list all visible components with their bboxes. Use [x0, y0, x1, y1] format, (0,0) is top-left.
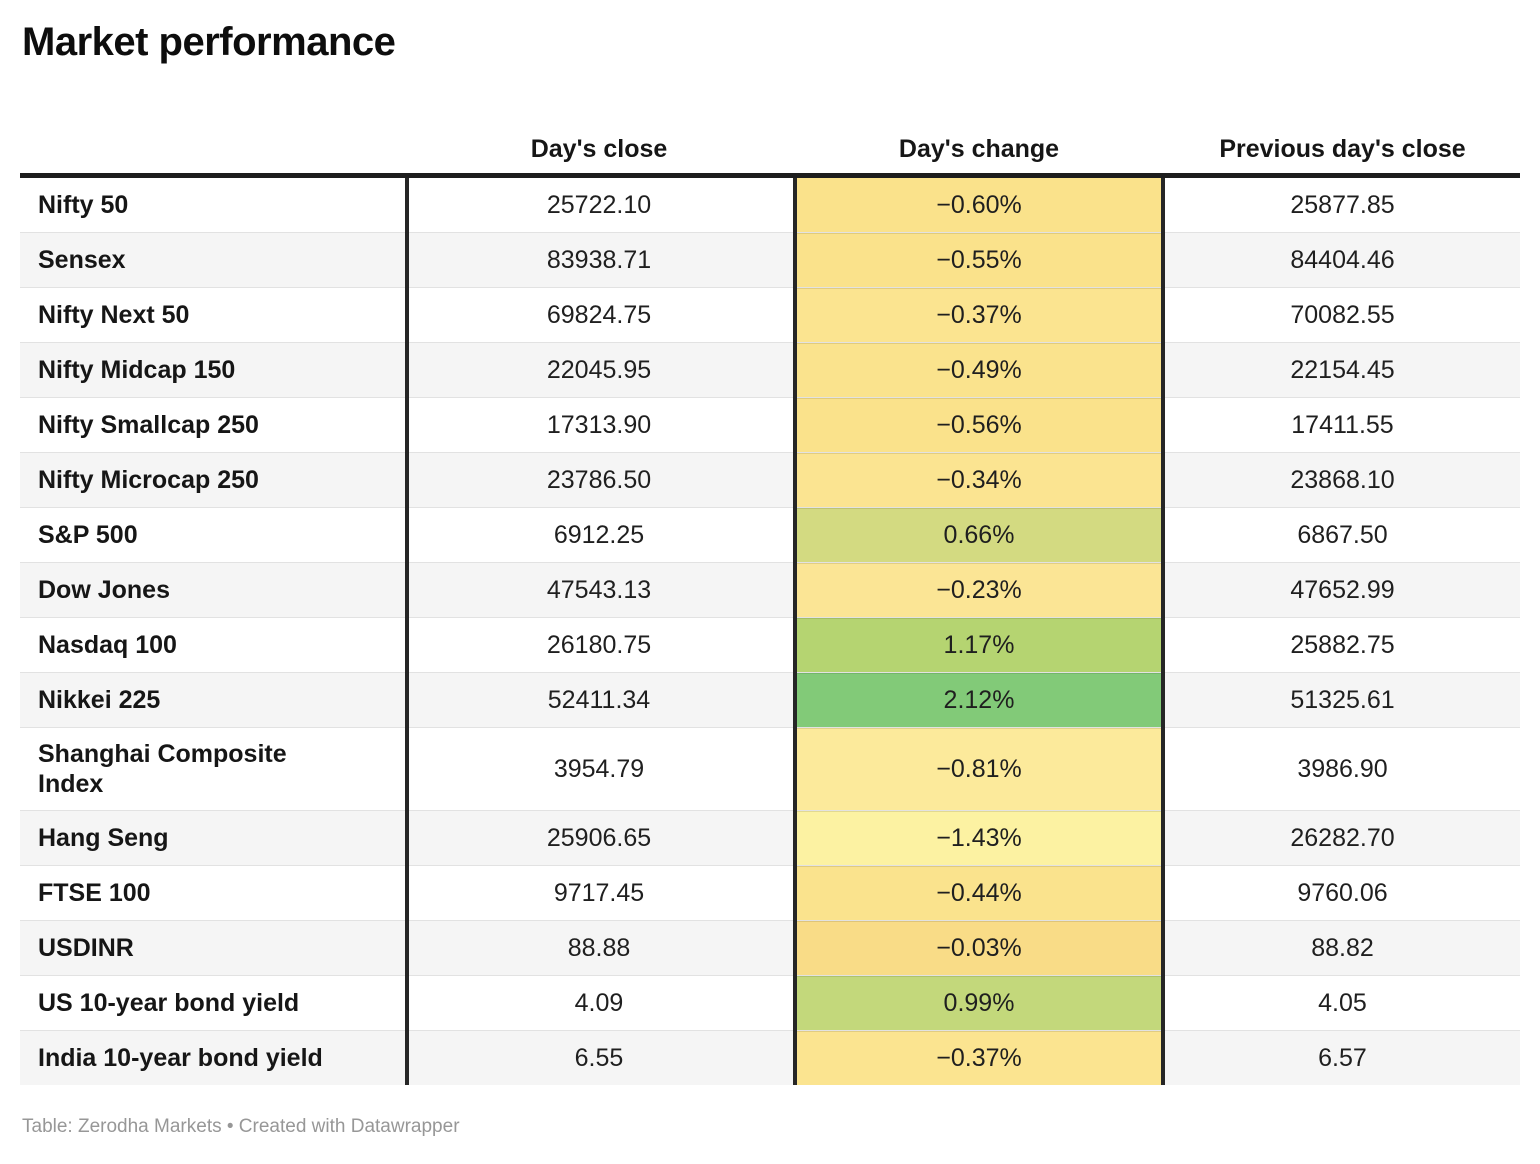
days-close-cell: 26180.75: [546, 631, 652, 659]
days-change-cell: −0.81%: [793, 728, 1165, 810]
days-change-cell: −0.37%: [793, 1031, 1165, 1085]
days-change-cell: −0.49%: [793, 343, 1165, 397]
row-label-cell: Hang Seng: [38, 824, 169, 852]
column-header-days-change: Day's change: [898, 135, 1060, 163]
table-row: Nifty Next 50 69824.75 −0.37% 70082.55: [20, 287, 1520, 342]
table-row: Nifty Midcap 150 22045.95 −0.49% 22154.4…: [20, 342, 1520, 397]
row-label-cell: Nifty Smallcap 250: [38, 411, 259, 439]
row-label-cell: S&P 500: [38, 521, 138, 549]
row-label-cell: Nifty Midcap 150: [38, 356, 236, 384]
days-change-cell: −0.60%: [793, 178, 1165, 232]
days-change-cell: −0.37%: [793, 288, 1165, 342]
row-label-cell: India 10-year bond yield: [38, 1044, 323, 1072]
days-close-cell: 25906.65: [546, 824, 652, 852]
previous-close-cell: 25882.75: [1290, 631, 1395, 659]
table-row: Shanghai Composite Index 3954.79 −0.81% …: [20, 727, 1520, 810]
days-close-cell: 9717.45: [553, 879, 645, 907]
previous-close-cell: 70082.55: [1290, 301, 1395, 329]
days-change-cell: −0.23%: [793, 563, 1165, 617]
table-row: Nifty 50 25722.10 −0.60% 25877.85: [20, 178, 1520, 232]
table-body: Nifty 50 25722.10 −0.60% 25877.85 Sensex…: [20, 178, 1520, 1085]
column-header-previous-close: Previous day's close: [1219, 135, 1466, 163]
table-row: US 10-year bond yield 4.09 0.99% 4.05: [20, 975, 1520, 1030]
days-close-cell: 83938.71: [546, 246, 652, 274]
row-label-cell: US 10-year bond yield: [38, 989, 300, 1017]
days-close-cell: 88.88: [567, 934, 631, 962]
days-change-cell: 0.66%: [793, 508, 1165, 562]
previous-close-cell: 88.82: [1311, 934, 1374, 962]
previous-close-cell: 3986.90: [1297, 755, 1388, 783]
row-label-cell: FTSE 100: [38, 879, 151, 907]
previous-close-cell: 17411.55: [1291, 411, 1394, 439]
previous-close-cell: 51325.61: [1290, 686, 1395, 714]
table-row: USDINR 88.88 −0.03% 88.82: [20, 920, 1520, 975]
days-close-cell: 47543.13: [546, 576, 652, 604]
row-label-cell: Nikkei 225: [38, 686, 161, 714]
days-close-cell: 23786.50: [546, 466, 652, 494]
table-row: FTSE 100 9717.45 −0.44% 9760.06: [20, 865, 1520, 920]
previous-close-cell: 6.57: [1318, 1044, 1367, 1072]
table-row: S&P 500 6912.25 0.66% 6867.50: [20, 507, 1520, 562]
row-label-cell: Nifty Next 50: [38, 301, 190, 329]
column-header-row: Day's close Day's change Previous day's …: [20, 118, 1520, 173]
row-label-cell: Shanghai Composite Index: [38, 740, 287, 798]
days-close-cell: 3954.79: [553, 755, 645, 783]
row-label-cell: Nifty 50: [38, 191, 129, 219]
previous-close-cell: 23868.10: [1290, 466, 1395, 494]
days-close-cell: 6.55: [574, 1044, 624, 1072]
row-label-cell: Dow Jones: [38, 576, 170, 604]
table-row: Nifty Smallcap 250 17313.90 −0.56% 17411…: [20, 397, 1520, 452]
days-close-cell: 69824.75: [546, 301, 652, 329]
change-column-right-border: [1161, 178, 1165, 1085]
previous-close-cell: 4.05: [1318, 989, 1367, 1017]
days-close-cell: 25722.10: [546, 191, 652, 219]
days-close-cell: 4.09: [574, 989, 624, 1017]
table-row: Nifty Microcap 250 23786.50 −0.34% 23868…: [20, 452, 1520, 507]
column-header-days-close: Day's close: [530, 135, 668, 163]
column-divider: [405, 178, 409, 1085]
table-row: Nasdaq 100 26180.75 1.17% 25882.75: [20, 617, 1520, 672]
table-row: India 10-year bond yield 6.55 −0.37% 6.5…: [20, 1030, 1520, 1085]
days-close-cell: 6912.25: [553, 521, 645, 549]
table-top-rule: [20, 173, 1520, 178]
days-close-cell: 17313.90: [546, 411, 652, 439]
days-change-cell: −0.55%: [793, 233, 1165, 287]
row-label-cell: USDINR: [38, 934, 134, 962]
days-change-cell: −0.34%: [793, 453, 1165, 507]
row-label-cell: Nasdaq 100: [38, 631, 177, 659]
market-performance-table: Day's close Day's change Previous day's …: [20, 118, 1520, 1085]
table-attribution: Table: Zerodha Markets • Created with Da…: [22, 1116, 460, 1137]
days-change-cell: −0.56%: [793, 398, 1165, 452]
previous-close-cell: 6867.50: [1297, 521, 1388, 549]
days-change-cell: −0.44%: [793, 866, 1165, 920]
previous-close-cell: 26282.70: [1290, 824, 1395, 852]
page-title: Market performance: [22, 20, 396, 64]
days-close-cell: 22045.95: [546, 356, 652, 384]
table-row: Nikkei 225 52411.34 2.12% 51325.61: [20, 672, 1520, 727]
previous-close-cell: 9760.06: [1297, 879, 1388, 907]
days-change-cell: 1.17%: [793, 618, 1165, 672]
change-column-left-border: [793, 178, 797, 1085]
days-change-cell: −0.03%: [793, 921, 1165, 975]
days-change-cell: 2.12%: [793, 673, 1165, 727]
previous-close-cell: 25877.85: [1290, 191, 1395, 219]
previous-close-cell: 22154.45: [1290, 356, 1395, 384]
previous-close-cell: 84404.46: [1290, 246, 1395, 274]
table-row: Hang Seng 25906.65 −1.43% 26282.70: [20, 810, 1520, 865]
previous-close-cell: 47652.99: [1290, 576, 1395, 604]
days-close-cell: 52411.34: [547, 686, 651, 714]
days-change-cell: 0.99%: [793, 976, 1165, 1030]
days-change-cell: −1.43%: [793, 811, 1165, 865]
row-label-cell: Sensex: [38, 246, 126, 274]
table-row: Dow Jones 47543.13 −0.23% 47652.99: [20, 562, 1520, 617]
table-row: Sensex 83938.71 −0.55% 84404.46: [20, 232, 1520, 287]
row-label-cell: Nifty Microcap 250: [38, 466, 259, 494]
